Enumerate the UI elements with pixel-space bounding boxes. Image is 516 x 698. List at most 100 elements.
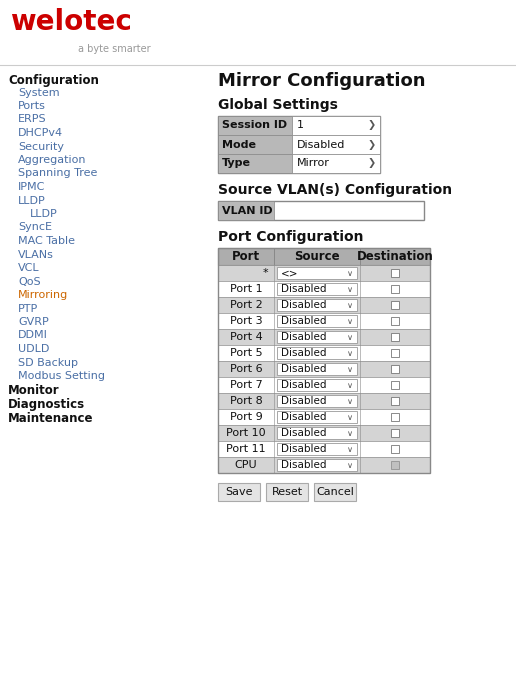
Bar: [218, 377, 430, 393]
Bar: [266, 483, 308, 501]
Text: Disabled: Disabled: [281, 396, 327, 406]
Text: VCL: VCL: [18, 263, 40, 273]
Text: Disabled: Disabled: [281, 332, 327, 342]
Text: <>: <>: [281, 268, 298, 278]
Text: 1: 1: [297, 121, 304, 131]
Bar: [391, 317, 399, 325]
Text: Disabled: Disabled: [281, 460, 327, 470]
Text: Port 7: Port 7: [230, 380, 262, 390]
Bar: [218, 135, 292, 154]
Text: Disabled: Disabled: [281, 348, 327, 358]
Text: Diagnostics: Diagnostics: [8, 398, 85, 411]
Text: Port 3: Port 3: [230, 316, 262, 326]
Bar: [277, 347, 357, 359]
Bar: [277, 427, 357, 439]
Bar: [292, 135, 380, 154]
Text: Security: Security: [18, 142, 64, 151]
Text: ∨: ∨: [347, 461, 353, 470]
Text: DHCPv4: DHCPv4: [18, 128, 63, 138]
Text: ∨: ∨: [347, 285, 353, 293]
Text: ❯: ❯: [368, 121, 376, 131]
Text: Disabled: Disabled: [281, 380, 327, 390]
Bar: [218, 313, 430, 329]
Bar: [277, 331, 357, 343]
Text: ∨: ∨: [347, 332, 353, 341]
Text: *: *: [262, 268, 268, 278]
Text: MAC Table: MAC Table: [18, 236, 75, 246]
Text: Port: Port: [232, 250, 260, 263]
Bar: [391, 301, 399, 309]
Text: Disabled: Disabled: [281, 412, 327, 422]
Text: System: System: [18, 87, 60, 98]
Text: welotec: welotec: [10, 8, 132, 36]
Bar: [391, 269, 399, 277]
Text: ∨: ∨: [347, 348, 353, 357]
Bar: [277, 315, 357, 327]
Bar: [218, 483, 260, 501]
Text: Disabled: Disabled: [281, 364, 327, 374]
Text: ❯: ❯: [368, 158, 376, 168]
Text: Save: Save: [225, 487, 253, 497]
Bar: [391, 381, 399, 389]
Text: Mirroring: Mirroring: [18, 290, 68, 300]
Bar: [314, 483, 356, 501]
Text: ❯: ❯: [368, 140, 376, 149]
Bar: [292, 116, 380, 135]
Text: Port 11: Port 11: [226, 444, 266, 454]
Bar: [218, 281, 430, 297]
Text: Source: Source: [294, 250, 340, 263]
Text: ∨: ∨: [347, 380, 353, 389]
Text: Disabled: Disabled: [281, 444, 327, 454]
Text: Port 4: Port 4: [230, 332, 262, 342]
Bar: [391, 333, 399, 341]
Bar: [391, 445, 399, 453]
Text: SD Backup: SD Backup: [18, 357, 78, 368]
Bar: [218, 154, 292, 173]
Bar: [391, 365, 399, 373]
Text: SyncE: SyncE: [18, 223, 52, 232]
Text: UDLD: UDLD: [18, 344, 50, 354]
Text: ∨: ∨: [347, 364, 353, 373]
Bar: [218, 441, 430, 457]
Text: a byte smarter: a byte smarter: [78, 44, 151, 54]
Bar: [218, 345, 430, 361]
Bar: [277, 299, 357, 311]
Text: Port 10: Port 10: [226, 428, 266, 438]
Bar: [277, 411, 357, 423]
Bar: [391, 461, 399, 469]
Bar: [391, 397, 399, 405]
Bar: [218, 425, 430, 441]
Text: QoS: QoS: [18, 276, 41, 286]
Bar: [218, 201, 274, 220]
Bar: [292, 154, 380, 173]
Bar: [391, 429, 399, 437]
Text: ∨: ∨: [347, 445, 353, 454]
Text: Ports: Ports: [18, 101, 46, 111]
Bar: [218, 329, 430, 345]
Text: VLAN ID: VLAN ID: [222, 205, 272, 216]
Text: Reset: Reset: [271, 487, 302, 497]
Bar: [277, 395, 357, 407]
Text: Disabled: Disabled: [281, 316, 327, 326]
Bar: [277, 443, 357, 455]
Bar: [218, 248, 430, 473]
Bar: [391, 285, 399, 293]
Text: Port 8: Port 8: [230, 396, 262, 406]
Text: LLDP: LLDP: [18, 195, 46, 205]
Text: Disabled: Disabled: [281, 300, 327, 310]
Bar: [218, 409, 430, 425]
Text: Mirror: Mirror: [297, 158, 330, 168]
Text: Configuration: Configuration: [8, 74, 99, 87]
Bar: [218, 116, 380, 173]
Text: Session ID: Session ID: [222, 121, 287, 131]
Text: Port 9: Port 9: [230, 412, 262, 422]
Bar: [218, 201, 424, 220]
Text: Maintenance: Maintenance: [8, 412, 93, 424]
Text: Port 5: Port 5: [230, 348, 262, 358]
Bar: [277, 267, 357, 279]
Text: Aggregation: Aggregation: [18, 155, 87, 165]
Text: Disabled: Disabled: [297, 140, 345, 149]
Text: ERPS: ERPS: [18, 114, 46, 124]
Bar: [277, 363, 357, 375]
Text: DDMI: DDMI: [18, 330, 48, 341]
